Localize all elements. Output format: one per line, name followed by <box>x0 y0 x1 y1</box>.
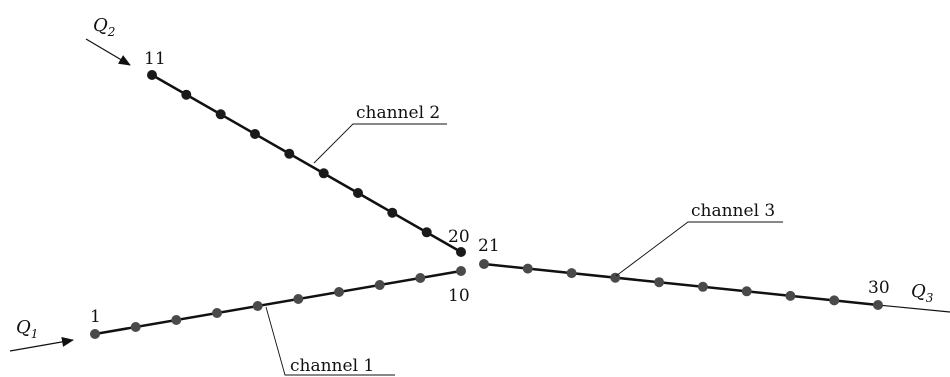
flow-label-q2: Q2 <box>93 15 115 39</box>
node-2 <box>130 322 141 332</box>
node-21 <box>479 259 489 269</box>
channel-3-line <box>483 262 879 307</box>
node-20 <box>456 247 466 257</box>
node-23 <box>566 268 577 279</box>
channel-1-leader <box>265 306 395 376</box>
inflow-q2-arrow <box>85 38 131 66</box>
flow-label-q1: Q1 <box>16 317 38 341</box>
channel-1-nodes <box>90 266 466 339</box>
node-label-21: 21 <box>478 236 500 256</box>
node-25 <box>654 277 665 288</box>
node-label-20: 20 <box>448 227 470 247</box>
node-12 <box>181 89 192 100</box>
node-22 <box>522 263 533 274</box>
node-5 <box>252 301 263 311</box>
node-30 <box>873 300 883 310</box>
node-27 <box>741 286 752 297</box>
node-11 <box>147 70 157 80</box>
node-3 <box>171 315 182 325</box>
channel-3-label: channel 3 <box>691 201 775 221</box>
node-label-30: 30 <box>868 278 890 298</box>
node-26 <box>697 281 708 292</box>
node-label-11: 11 <box>144 49 166 69</box>
node-1 <box>90 329 100 339</box>
channel-2-line <box>151 73 462 254</box>
node-16 <box>318 168 329 179</box>
flow-label-q3: Q3 <box>911 281 934 305</box>
node-10 <box>456 266 466 276</box>
node-label-1: 1 <box>90 307 101 327</box>
node-label-10: 10 <box>448 286 470 306</box>
node-14 <box>250 129 260 139</box>
inflow-q1-arrow <box>9 336 74 352</box>
outflow-line <box>877 304 950 313</box>
node-9 <box>415 273 426 283</box>
channel-2-label: channel 2 <box>356 103 440 123</box>
node-7 <box>334 287 344 297</box>
channel-2-leader <box>313 123 447 164</box>
channel-2-nodes <box>147 70 466 257</box>
node-18 <box>387 207 398 218</box>
node-28 <box>785 290 796 301</box>
node-8 <box>374 280 385 290</box>
node-17 <box>353 188 363 198</box>
node-6 <box>293 294 304 304</box>
node-29 <box>829 295 840 306</box>
node-15 <box>284 148 295 159</box>
node-4 <box>212 308 222 318</box>
channel-1-label: channel 1 <box>290 356 374 376</box>
channel-3-leader <box>615 221 783 277</box>
node-19 <box>421 227 432 238</box>
node-13 <box>215 109 226 120</box>
channel-3-nodes <box>479 259 883 310</box>
channel-1-line <box>94 269 462 336</box>
